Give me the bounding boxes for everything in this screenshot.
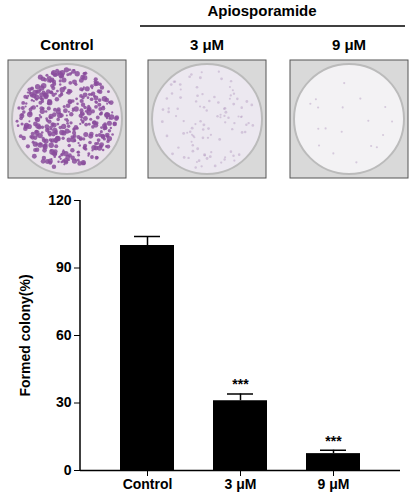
svg-text:Control: Control	[123, 476, 173, 492]
svg-text:9 μM: 9 μM	[332, 36, 366, 53]
svg-text:30: 30	[56, 394, 72, 410]
svg-text:3 μM: 3 μM	[225, 476, 257, 492]
svg-text:90: 90	[56, 259, 72, 275]
svg-text:Formed colony(%): Formed colony(%)	[17, 274, 33, 396]
svg-text:120: 120	[48, 192, 72, 208]
svg-text:***: ***	[325, 433, 342, 449]
svg-text:0: 0	[64, 462, 72, 478]
svg-text:Control: Control	[40, 36, 93, 53]
svg-text:Apiosporamide: Apiosporamide	[207, 2, 316, 19]
svg-text:***: ***	[232, 376, 249, 392]
svg-text:3 μM: 3 μM	[190, 36, 224, 53]
svg-text:60: 60	[56, 327, 72, 343]
svg-text:9 μM: 9 μM	[318, 476, 350, 492]
